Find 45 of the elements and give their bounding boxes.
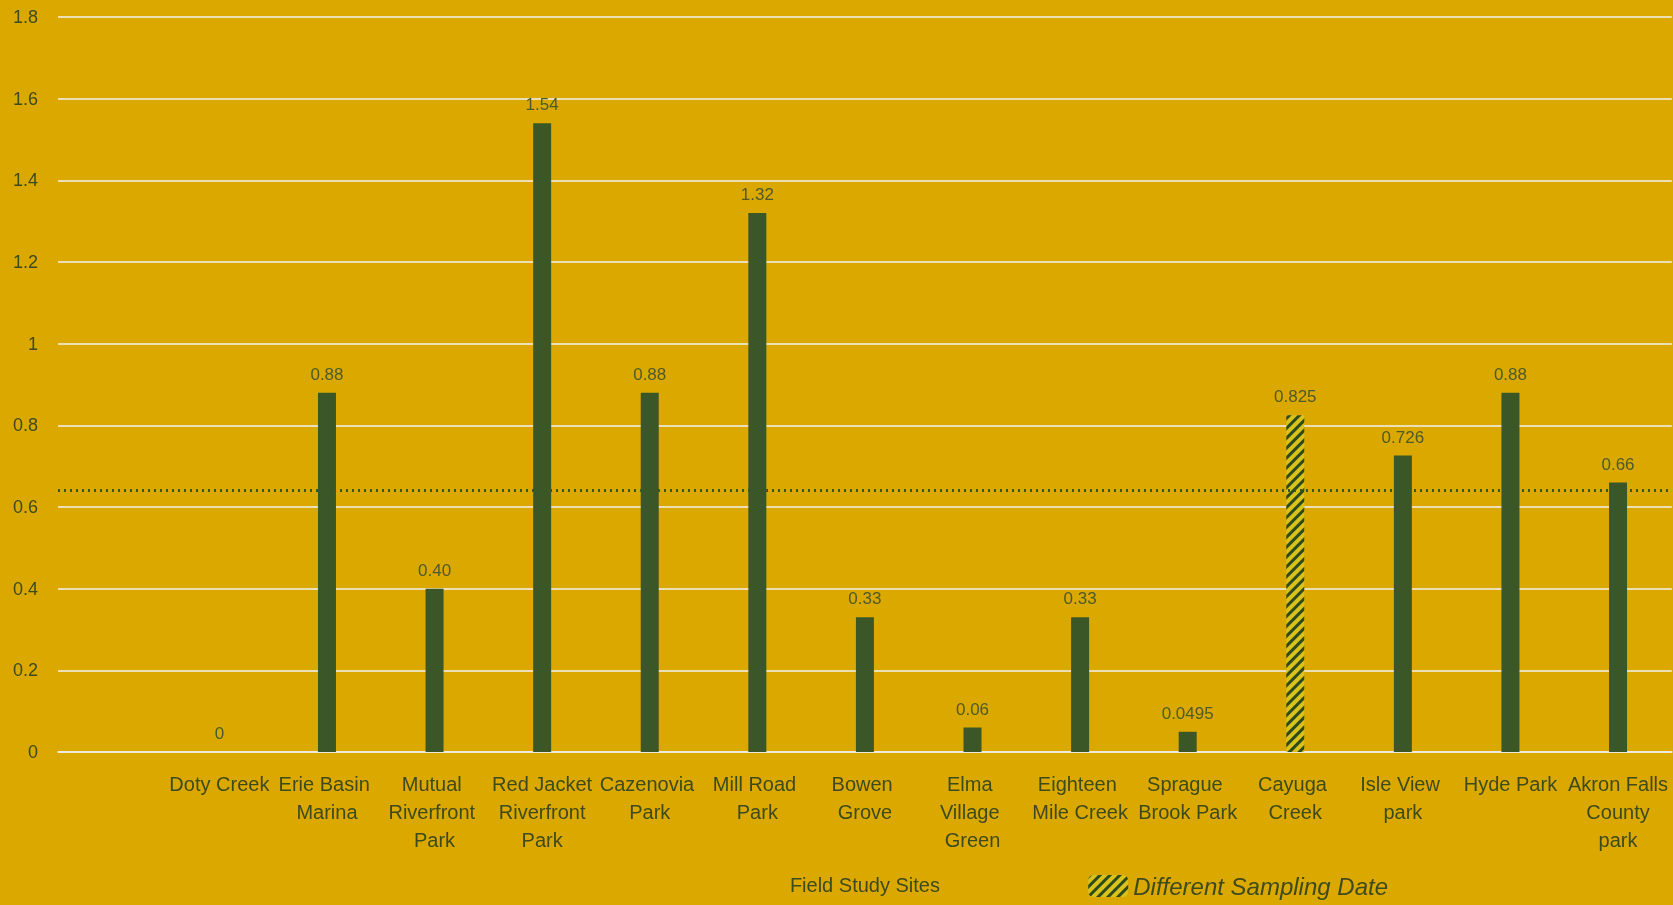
x-tick-label: Eighteen Mile Creek (1032, 773, 1129, 823)
data-label: 0.88 (310, 364, 344, 384)
y-tick-label: 0.4 (12, 578, 38, 599)
y-tick-label: 1.4 (12, 170, 38, 191)
data-label: 1.54 (525, 95, 559, 115)
x-tick-label: Erie Basin Marina (278, 773, 376, 823)
x-tick-label: Elma Village Green (939, 773, 1006, 851)
data-label: 0.33 (1063, 589, 1097, 609)
data-label: 0.825 (1274, 387, 1317, 407)
x-tick-label: Mill Road Park (712, 773, 802, 823)
y-tick-label: 1.8 (12, 7, 38, 27)
x-tick-label: Cayuga Creek (1258, 773, 1333, 823)
x-tick-label: Cazenovia Park (599, 773, 700, 823)
x-tick-label: Sprague Brook Park (1138, 773, 1239, 823)
bar (1178, 731, 1197, 752)
y-tick-label: 1.2 (12, 252, 38, 272)
x-tick-label: Red Jacket Riverfront Park (492, 773, 593, 851)
data-label: 0.66 (1601, 454, 1635, 474)
y-tick-label: 1.6 (12, 88, 38, 109)
x-tick-label: Akron Falls County park (1568, 773, 1669, 851)
x-tick-label: Bowen Grove (831, 773, 899, 823)
legend-label: Different Sampling Date (1133, 872, 1389, 900)
bar (963, 727, 982, 752)
x-tick-label: Isle View park (1360, 773, 1446, 823)
data-label: 0.0495 (1161, 703, 1214, 723)
data-label: 0.88 (1493, 364, 1527, 384)
data-label: 0.726 (1381, 427, 1425, 447)
data-label: 0 (214, 724, 225, 743)
x-tick-label: Doty Creek (169, 773, 271, 795)
bar (1071, 617, 1090, 752)
data-label: 0.88 (633, 364, 667, 384)
data-label: 0.40 (418, 560, 452, 580)
y-tick-label: 1 (27, 333, 38, 354)
y-tick-label: 0.8 (12, 415, 38, 436)
y-tick-label: 0.2 (12, 660, 38, 681)
y-tick-label: 0 (27, 742, 38, 762)
x-axis-title: Field Study Sites (789, 874, 940, 896)
bar (855, 617, 874, 752)
x-tick-label: Mutual Riverfront Park (388, 773, 481, 851)
data-label: 0.33 (848, 589, 882, 609)
bar (425, 588, 444, 752)
data-label: 0.06 (955, 699, 990, 719)
x-tick-label: Hyde Park (1463, 773, 1559, 795)
data-label: 1.32 (740, 185, 774, 204)
y-tick-label: 0.6 (12, 497, 38, 517)
